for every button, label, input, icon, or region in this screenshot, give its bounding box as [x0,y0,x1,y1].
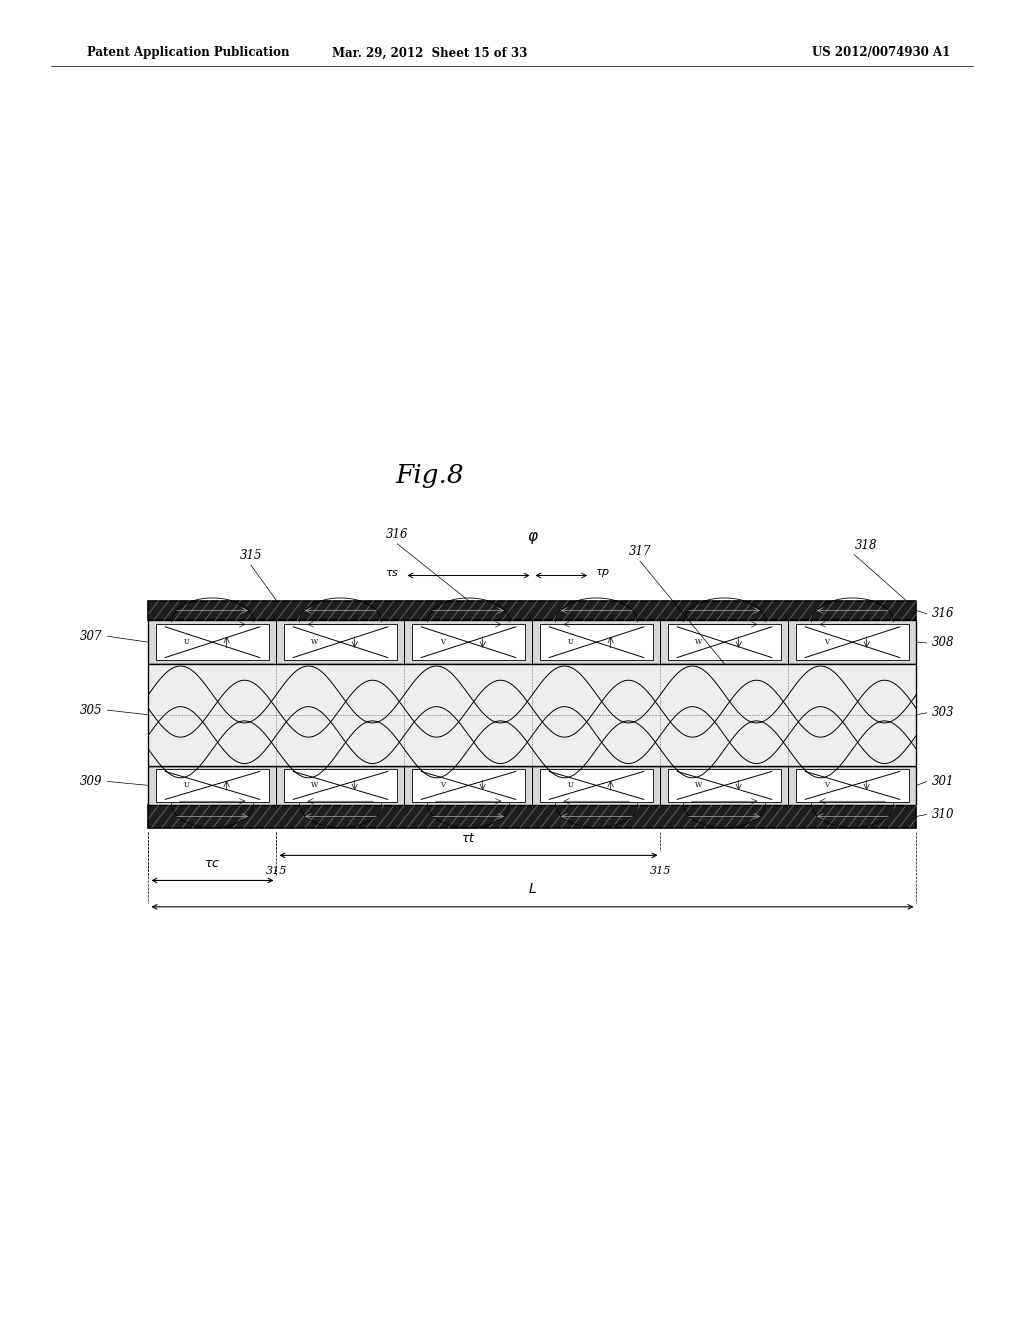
Text: $\tau c$: $\tau c$ [205,857,220,870]
Bar [412,624,525,660]
Text: 310: 310 [932,808,954,821]
Text: 315: 315 [650,866,671,876]
Bar [668,624,780,660]
Text: W: W [311,638,318,647]
Text: 316: 316 [386,528,409,541]
Bar [156,624,268,660]
Text: 317: 317 [629,545,651,558]
Text: $\tau t$: $\tau t$ [461,832,476,845]
Text: V: V [440,781,445,789]
Bar [148,620,916,664]
Bar [285,768,397,803]
Text: V: V [824,781,829,789]
Text: 309: 309 [80,775,102,788]
Text: 305: 305 [80,704,102,717]
Text: 301: 301 [932,775,954,788]
Bar [148,766,916,805]
Bar [797,624,909,660]
Text: W: W [311,781,318,789]
Text: Fig.8: Fig.8 [395,463,465,487]
Text: 307: 307 [80,630,102,643]
Text: 315: 315 [266,866,287,876]
Text: U: U [567,781,573,789]
Bar [668,768,780,803]
Text: Patent Application Publication: Patent Application Publication [87,46,290,59]
Text: 308: 308 [932,636,954,649]
Bar [797,768,909,803]
Text: U: U [183,781,189,789]
Bar [156,768,268,803]
Bar [148,601,916,620]
Bar [285,624,397,660]
Text: V: V [440,638,445,647]
Bar [148,805,916,828]
Text: $L$: $L$ [528,882,537,896]
Text: U: U [567,638,573,647]
Text: $\varphi$: $\varphi$ [526,531,539,546]
Text: Mar. 29, 2012  Sheet 15 of 33: Mar. 29, 2012 Sheet 15 of 33 [333,46,527,59]
Text: V: V [824,638,829,647]
Text: $\tau s$: $\tau s$ [385,568,399,578]
Text: 316: 316 [932,607,954,620]
Text: 318: 318 [855,539,878,552]
Bar [541,624,653,660]
Bar [148,664,916,766]
Text: 315: 315 [240,549,262,562]
Bar [541,768,653,803]
Text: W: W [695,781,702,789]
Text: W: W [695,638,702,647]
Bar [412,768,525,803]
Text: U: U [183,638,189,647]
Text: 303: 303 [932,706,954,719]
Text: US 2012/0074930 A1: US 2012/0074930 A1 [811,46,950,59]
Text: $\tau p$: $\tau p$ [595,566,610,579]
